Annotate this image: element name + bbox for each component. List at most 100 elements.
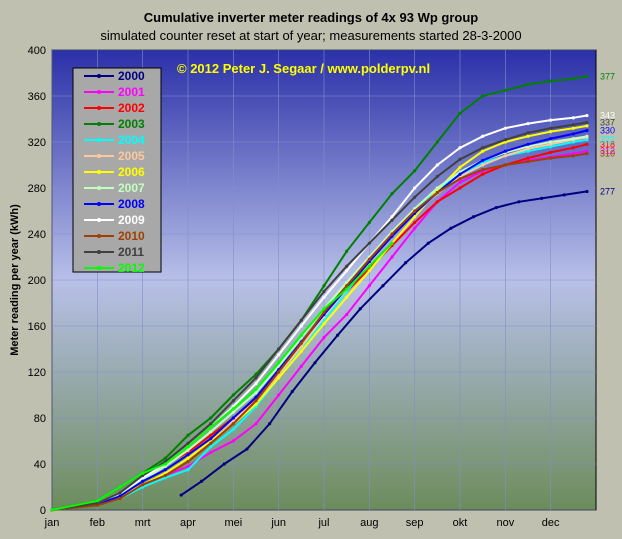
end-label-2011: 337 [600, 117, 615, 127]
data-point [571, 77, 575, 81]
data-point [481, 172, 485, 176]
data-point [435, 186, 439, 190]
data-point [367, 264, 371, 268]
data-point [503, 149, 507, 153]
data-point [503, 163, 507, 167]
end-label-2004: 322 [600, 135, 615, 145]
data-point [390, 215, 394, 219]
data-point [231, 439, 235, 443]
data-point [345, 280, 349, 284]
data-point [526, 82, 530, 87]
data-point [503, 154, 507, 158]
data-point [413, 209, 417, 213]
legend: 2000 2001 2002 2003 2004 2005 2006 2007 2008 2009… [72, 67, 162, 275]
data-point [413, 220, 417, 225]
data-point [549, 142, 553, 146]
legend-marker [97, 266, 101, 270]
data-point [277, 347, 281, 351]
legend-label-2010: 2010 [118, 229, 145, 243]
data-point [313, 361, 317, 365]
data-point [163, 468, 167, 472]
data-point [540, 196, 544, 200]
data-point [254, 387, 258, 391]
legend-label-2004: 2004 [118, 133, 145, 147]
data-point [526, 145, 530, 149]
legend-label-2001: 2001 [118, 85, 145, 99]
data-point [322, 335, 326, 340]
x-tick-label: nov [496, 517, 514, 529]
y-axis-ticks: 0 40 80 120 160 200 240 280 320 360 400 [28, 45, 46, 517]
data-point [254, 376, 258, 380]
data-point [95, 499, 99, 503]
data-point [549, 145, 553, 149]
x-tick-label: feb [90, 517, 105, 529]
data-point [381, 284, 385, 288]
data-point [390, 232, 394, 236]
data-point [549, 126, 553, 130]
data-point [458, 172, 462, 176]
legend-label-2000: 2000 [118, 69, 145, 83]
data-point [254, 372, 258, 376]
y-tick-label: 240 [28, 229, 46, 241]
data-point [585, 134, 589, 138]
data-point [481, 163, 485, 167]
data-point [571, 146, 575, 150]
series-line-2011 [51, 121, 588, 511]
end-label-2000: 277 [600, 186, 615, 196]
data-point [426, 241, 430, 245]
data-point [163, 473, 167, 478]
y-tick-label: 200 [28, 275, 46, 287]
data-point [562, 193, 566, 197]
chart-subtitle: simulated counter reset at start of year… [100, 28, 522, 43]
data-point [390, 192, 394, 196]
data-point [481, 146, 485, 150]
data-point [322, 310, 326, 314]
data-point [299, 364, 303, 368]
series-line-2006 [51, 124, 588, 511]
data-point [345, 249, 349, 253]
data-point [585, 74, 589, 79]
data-point [571, 154, 575, 158]
legend-label-2007: 2007 [118, 181, 145, 195]
data-point [141, 479, 145, 483]
x-tick-label: mei [224, 517, 242, 529]
x-tick-label: jun [270, 517, 286, 529]
data-point [390, 241, 394, 245]
data-point [435, 174, 439, 179]
data-point [254, 399, 258, 403]
legend-marker [97, 122, 101, 126]
data-point [118, 496, 122, 501]
data-point [345, 287, 349, 291]
data-point [435, 191, 439, 195]
data-point [571, 132, 575, 136]
legend-marker [97, 202, 101, 206]
data-point [200, 479, 204, 483]
data-point [222, 462, 226, 466]
data-point [526, 149, 530, 153]
data-point [186, 448, 190, 452]
series-2011 [50, 120, 589, 512]
data-point [322, 284, 326, 288]
data-point [141, 471, 145, 475]
data-point [458, 177, 462, 181]
data-point [585, 120, 589, 125]
x-tick-label: apr [180, 517, 196, 529]
data-point [413, 186, 417, 190]
data-point [209, 430, 213, 434]
x-tick-label: jul [317, 517, 329, 529]
legend-marker [97, 234, 101, 238]
data-point [585, 142, 589, 146]
data-point [277, 393, 281, 397]
data-point [503, 140, 507, 144]
legend-marker [97, 250, 101, 254]
data-point [481, 134, 485, 138]
data-point [367, 220, 371, 225]
data-point [458, 157, 462, 161]
x-tick-label: okt [453, 517, 468, 529]
data-point [322, 289, 326, 294]
legend-label-2008: 2008 [118, 197, 145, 211]
data-point [209, 445, 213, 449]
data-point [299, 345, 303, 349]
data-point [481, 158, 485, 162]
data-point [526, 142, 530, 146]
